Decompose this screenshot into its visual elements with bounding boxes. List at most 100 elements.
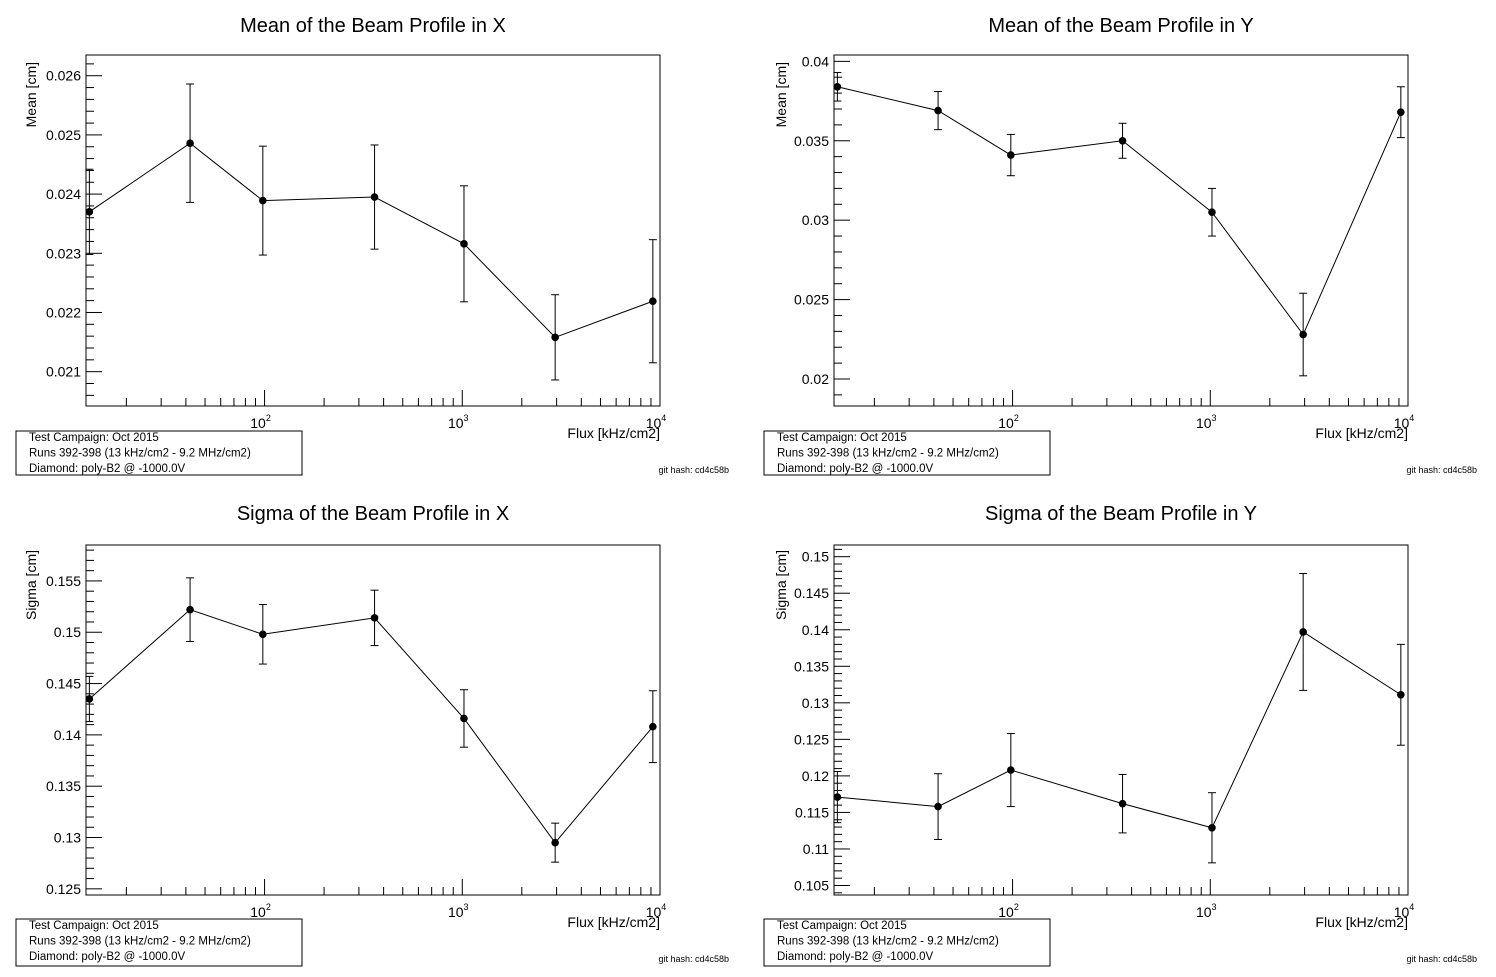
plot-frame bbox=[833, 54, 1409, 407]
chart-title: Mean of the Beam Profile in X bbox=[240, 15, 506, 37]
info-line: Diamond: poly-B2 @ -1000.0V bbox=[777, 463, 933, 475]
x-tick-exponent: 4 bbox=[661, 902, 666, 912]
series-line bbox=[89, 609, 654, 844]
series-line bbox=[89, 142, 654, 338]
info-box bbox=[763, 918, 1051, 967]
y-tick-label: 0.15 bbox=[54, 624, 81, 640]
data-point bbox=[649, 722, 657, 731]
plot-frame bbox=[85, 544, 661, 896]
x-tick-label: 104 bbox=[1394, 902, 1415, 920]
data-point bbox=[934, 106, 942, 115]
x-tick-exponent: 2 bbox=[1014, 902, 1019, 912]
info-line: Test Campaign: Oct 2015 bbox=[29, 432, 159, 444]
x-tick-label: 102 bbox=[250, 413, 271, 431]
info-line: Diamond: poly-B2 @ -1000.0V bbox=[777, 951, 933, 963]
info-line: Test Campaign: Oct 2015 bbox=[777, 920, 907, 932]
data-point bbox=[1208, 208, 1216, 217]
data-point bbox=[460, 714, 468, 723]
x-tick-exponent: 3 bbox=[464, 902, 469, 912]
info-line: Runs 392-398 (13 kHz/cm2 - 9.2 MHz/cm2) bbox=[29, 936, 251, 948]
data-point bbox=[551, 838, 559, 847]
data-point bbox=[186, 605, 194, 614]
data-point bbox=[1118, 799, 1127, 808]
y-tick-label: 0.026 bbox=[46, 68, 81, 84]
y-tick-label: 0.135 bbox=[46, 778, 81, 794]
info-line: Runs 392-398 (13 kHz/cm2 - 9.2 MHz/cm2) bbox=[777, 936, 999, 948]
git-hash: git hash: cd4c58b bbox=[658, 465, 729, 475]
info-box bbox=[15, 918, 303, 967]
plot-frame bbox=[85, 54, 661, 407]
series-line bbox=[837, 86, 1402, 336]
y-tick-label: 0.125 bbox=[46, 881, 81, 897]
y-tick-label: 0.115 bbox=[795, 804, 829, 820]
x-tick-exponent: 4 bbox=[1409, 902, 1414, 912]
y-tick-label: 0.021 bbox=[46, 364, 81, 380]
x-tick-label: 103 bbox=[1196, 902, 1217, 920]
x-tick-label: 103 bbox=[1196, 413, 1217, 431]
info-line: Diamond: poly-B2 @ -1000.0V bbox=[29, 951, 185, 963]
y-tick-label: 0.04 bbox=[802, 53, 829, 69]
x-tick-label: 104 bbox=[646, 902, 667, 920]
info-line: Test Campaign: Oct 2015 bbox=[29, 920, 159, 932]
data-point bbox=[551, 333, 559, 342]
data-point bbox=[1007, 766, 1015, 774]
x-tick-label: 103 bbox=[448, 413, 469, 431]
data-point bbox=[1299, 330, 1307, 339]
x-tick-label: 104 bbox=[1394, 413, 1415, 431]
y-axis-label: Mean [cm] bbox=[773, 62, 789, 127]
y-tick-label: 0.02 bbox=[802, 371, 829, 387]
chart-panel-3: Sigma of the Beam Profile in X 0.125 0.13 0… bbox=[15, 503, 729, 967]
x-tick-label: 103 bbox=[448, 902, 469, 920]
data-point bbox=[370, 614, 379, 622]
y-axis-label: Sigma [cm] bbox=[773, 550, 789, 620]
data-point bbox=[186, 139, 194, 147]
y-tick-label: 0.15 bbox=[802, 549, 829, 565]
data-point bbox=[1299, 628, 1307, 636]
x-tick-exponent: 2 bbox=[266, 902, 271, 912]
y-tick-label: 0.03 bbox=[802, 212, 829, 228]
y-tick-label: 0.022 bbox=[46, 304, 81, 320]
x-tick-exponent: 3 bbox=[464, 413, 469, 423]
git-hash: git hash: cd4c58b bbox=[1406, 954, 1477, 964]
y-tick-label: 0.024 bbox=[46, 186, 81, 202]
x-tick-exponent: 4 bbox=[1409, 413, 1414, 423]
info-line: Runs 392-398 (13 kHz/cm2 - 9.2 MHz/cm2) bbox=[777, 448, 999, 460]
data-point bbox=[833, 793, 842, 801]
y-axis-label: Sigma [cm] bbox=[23, 550, 39, 620]
x-axis-label: Flux [kHz/cm2] bbox=[567, 425, 660, 441]
y-tick-label: 0.135 bbox=[794, 658, 829, 674]
y-axis-label: Mean [cm] bbox=[23, 62, 39, 127]
git-hash: git hash: cd4c58b bbox=[1406, 465, 1477, 475]
y-tick-label: 0.13 bbox=[802, 695, 829, 711]
info-line: Test Campaign: Oct 2015 bbox=[777, 432, 907, 444]
y-tick-label: 0.125 bbox=[794, 731, 829, 747]
y-tick-label: 0.12 bbox=[802, 768, 829, 784]
data-point bbox=[1118, 136, 1127, 145]
y-tick-label: 0.14 bbox=[802, 622, 829, 638]
data-point bbox=[1007, 151, 1015, 159]
x-tick-label: 102 bbox=[998, 413, 1019, 431]
chart-panel-4: Sigma of the Beam Profile in Y 0.105 0.11 0… bbox=[763, 503, 1477, 967]
data-point bbox=[1397, 690, 1405, 699]
y-tick-label: 0.155 bbox=[46, 573, 81, 589]
y-tick-label: 0.025 bbox=[794, 292, 829, 308]
info-box bbox=[763, 430, 1051, 476]
data-point bbox=[649, 297, 657, 306]
data-point bbox=[85, 695, 94, 703]
y-tick-label: 0.14 bbox=[54, 727, 81, 743]
y-tick-label: 0.13 bbox=[54, 830, 81, 846]
y-tick-label: 0.035 bbox=[794, 133, 829, 149]
info-line: Diamond: poly-B2 @ -1000.0V bbox=[29, 463, 185, 475]
data-point bbox=[460, 240, 468, 248]
y-tick-label: 0.145 bbox=[794, 585, 829, 601]
data-point bbox=[1208, 823, 1216, 832]
git-hash: git hash: cd4c58b bbox=[658, 954, 729, 964]
data-point bbox=[259, 196, 267, 205]
x-tick-exponent: 3 bbox=[1212, 902, 1217, 912]
series-line bbox=[837, 631, 1402, 829]
chart-title: Mean of the Beam Profile in Y bbox=[988, 15, 1253, 37]
x-tick-exponent: 4 bbox=[661, 413, 666, 423]
y-tick-label: 0.023 bbox=[46, 245, 81, 261]
y-tick-label: 0.11 bbox=[803, 841, 829, 857]
